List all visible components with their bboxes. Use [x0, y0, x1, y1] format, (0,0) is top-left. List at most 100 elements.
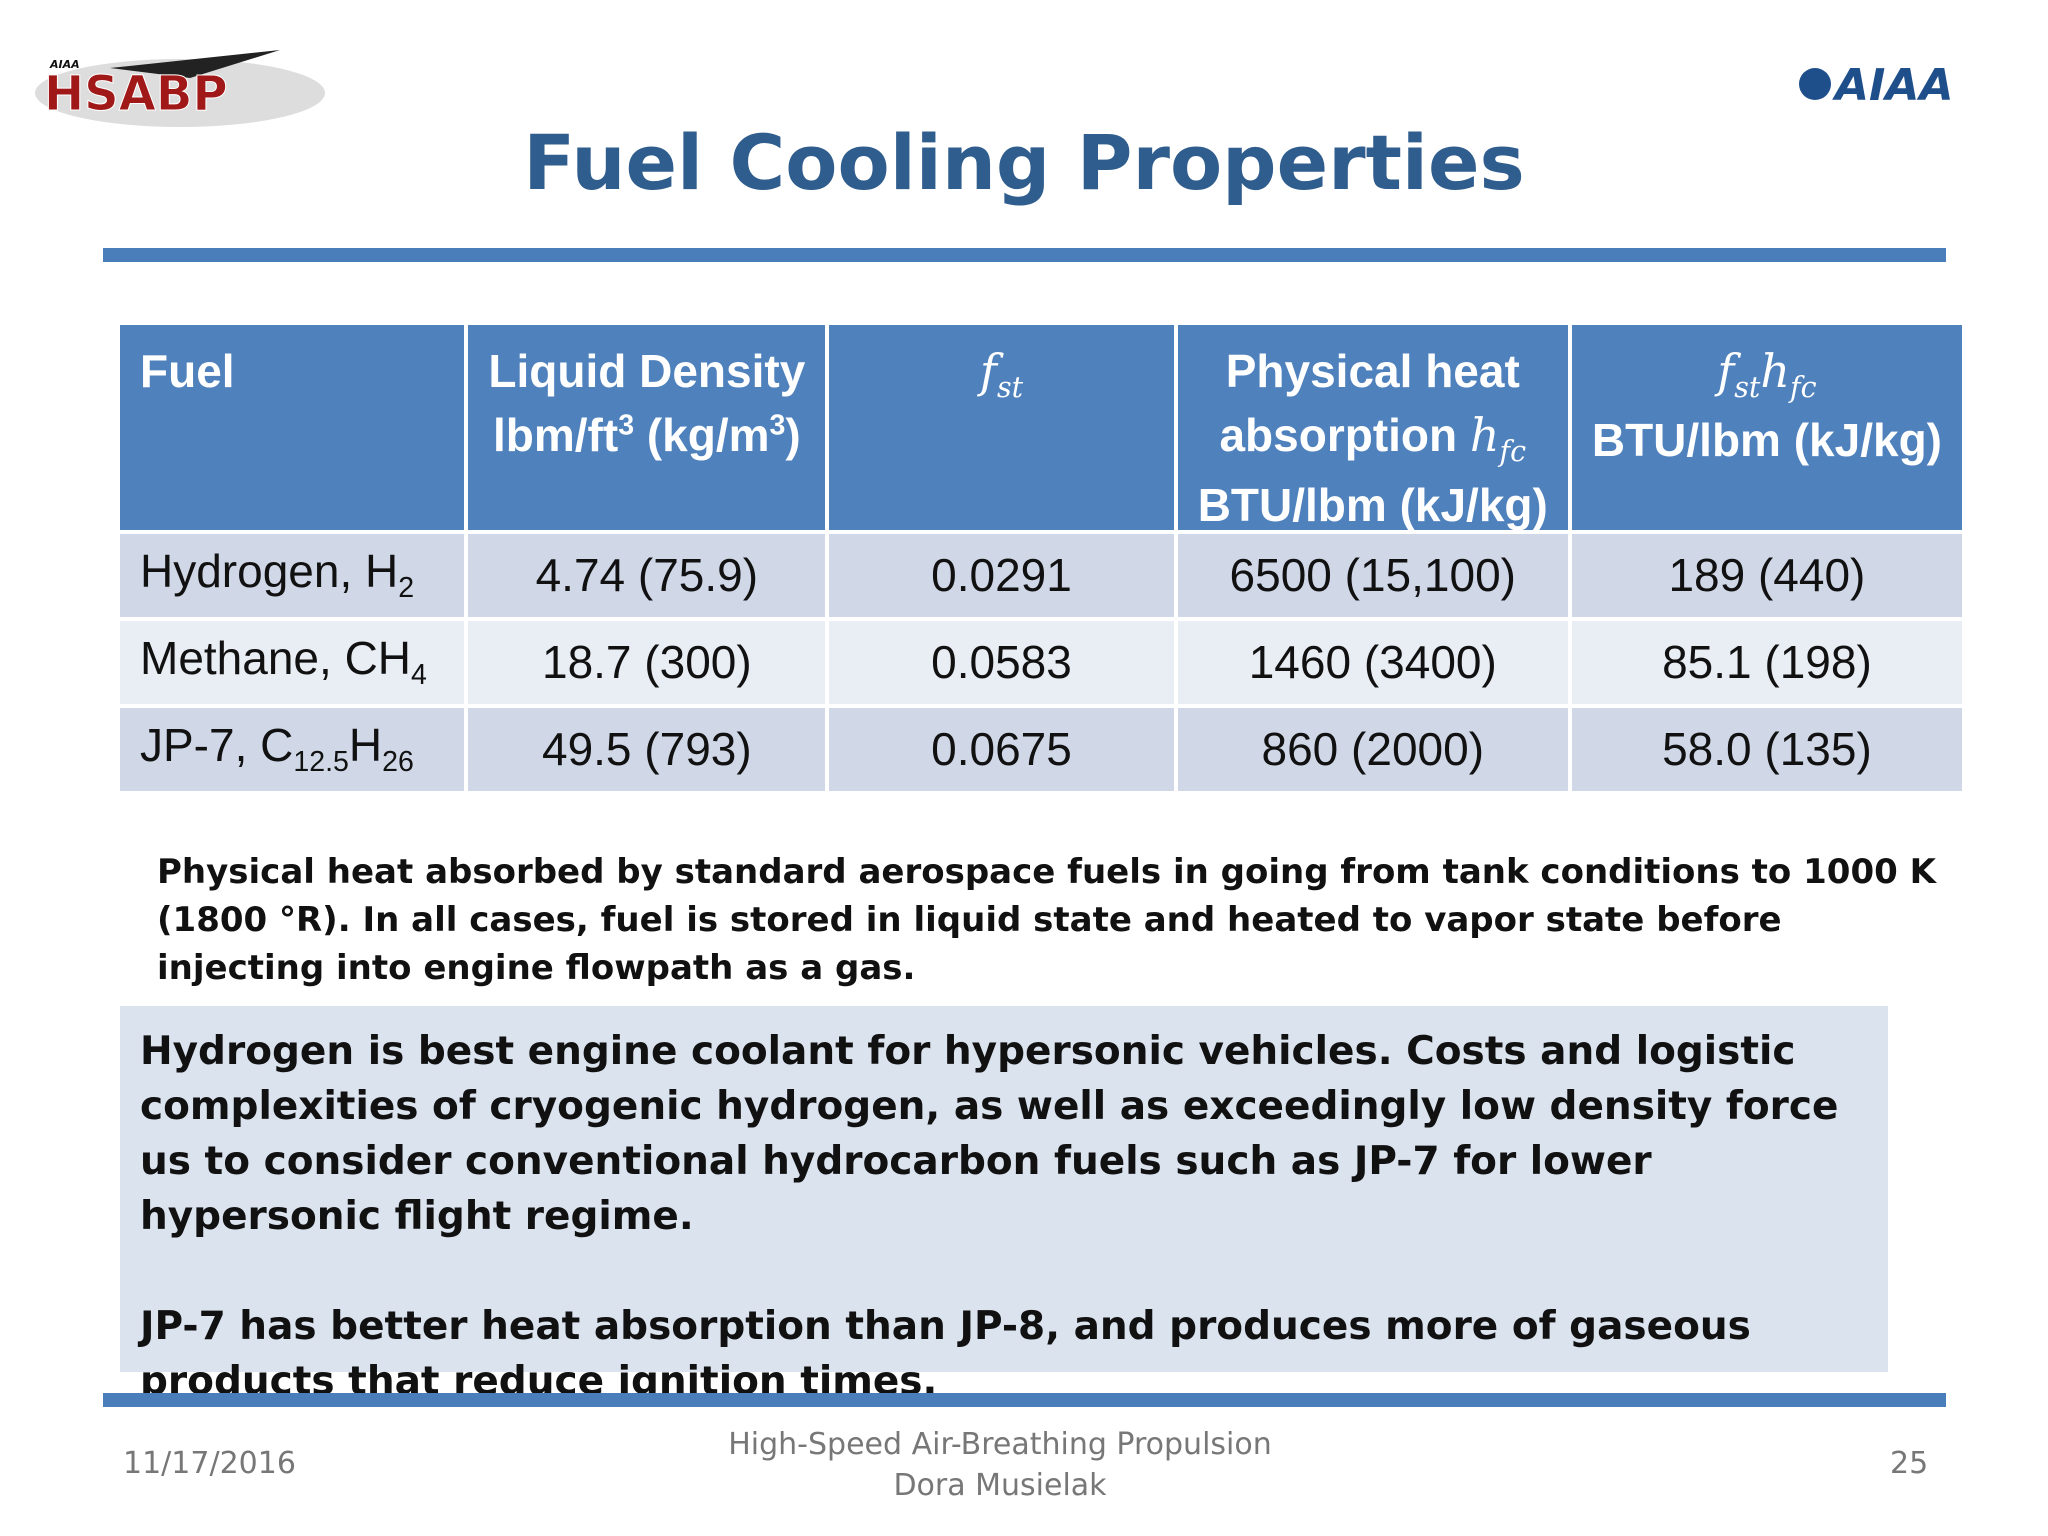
text-segment: f: [979, 344, 997, 398]
cell-line: 49.5 (793): [488, 724, 805, 775]
top-rule: [103, 248, 1946, 262]
header-cell: Physical heat absorption hfc BTU/lbm (kJ/k…: [1177, 325, 1568, 531]
footer-line: Dora Musielak: [893, 1468, 1107, 1503]
footer-page: 25: [1890, 1446, 1929, 1481]
text-segment: 0.0291: [931, 549, 1072, 602]
logo-text: AIAA: [1832, 60, 1954, 111]
hsabp-logo: AIAA HSABP: [35, 50, 325, 127]
cell-line: Methane, CH4: [140, 633, 444, 692]
header-line: BTU/lbm (kJ/kg): [1592, 408, 1942, 472]
logo-circle: [1799, 68, 1831, 100]
note-paragraph: JP-7 has better heat absorption than JP-…: [140, 1304, 1751, 1404]
text-segment: 4: [411, 659, 427, 692]
logo-text: HSABP: [44, 66, 228, 122]
cell-line: 1460 (3400): [1198, 637, 1548, 688]
cell-line: Hydrogen, H2: [140, 546, 444, 605]
text-segment: f: [1717, 344, 1735, 398]
text-segment: 85.1 (198): [1662, 636, 1872, 689]
bottom-rule: [103, 1393, 1946, 1407]
cell-line: 58.0 (135): [1592, 724, 1942, 775]
text-segment: 0.0675: [931, 723, 1072, 776]
aiaa-logo: AIAA: [1799, 60, 1954, 111]
table-cell: 0.0583: [829, 621, 1174, 704]
logo-swoosh: [35, 59, 325, 127]
caption: Physical heat absorbed by standard aeros…: [157, 852, 1936, 988]
logo-plane: [110, 50, 280, 78]
table-cell: 0.0675: [829, 708, 1174, 791]
text-segment: 49.5 (793): [541, 723, 752, 776]
text-segment: 0.0583: [931, 636, 1072, 689]
cell-line: 85.1 (198): [1592, 637, 1942, 688]
text-segment: fc: [1790, 371, 1817, 405]
text-segment: 860 (2000): [1261, 723, 1485, 776]
header-line: Physical heat: [1198, 339, 1548, 403]
text-segment: H: [348, 719, 383, 772]
text-segment: ): [785, 409, 801, 462]
header-cell: Liquid Density lbm/ft3 (kg/m3): [468, 325, 826, 530]
text-segment: 1460 (3400): [1248, 636, 1497, 689]
header-line: absorption hfc: [1198, 403, 1548, 472]
header-line: Fuel: [140, 339, 444, 403]
table-cell: 0.0291: [829, 534, 1174, 617]
table-cell: Hydrogen, H2: [120, 534, 465, 617]
cell-line: 0.0583: [849, 637, 1153, 688]
text-segment: 3: [769, 410, 786, 443]
header-line: lbm/ft3 (kg/m3): [488, 403, 805, 467]
table-cell: 85.1 (198): [1571, 621, 1962, 704]
cell-line: 4.74 (75.9): [488, 550, 805, 601]
table-cell: 18.7 (300): [468, 621, 826, 704]
footer-line: High-Speed Air-Breathing Propulsion: [728, 1427, 1272, 1462]
header-line: BTU/lbm (kJ/kg): [1198, 473, 1548, 537]
cell-line: 0.0675: [849, 724, 1153, 775]
table-cell: 1460 (3400): [1177, 621, 1568, 704]
text-segment: Methane, CH: [140, 632, 412, 685]
text-segment: Physical heat: [1225, 345, 1520, 397]
table: Fuel Liquid Density lbm/ft3 (kg/m3) fst Phys…: [120, 325, 1962, 791]
text-segment: JP-7, C: [140, 719, 294, 772]
text-segment: 2: [398, 572, 415, 605]
text-segment: 26: [382, 746, 414, 779]
text-segment: 12.5: [293, 746, 349, 779]
header-cell: fst: [829, 325, 1174, 530]
text-segment: fc: [1499, 435, 1527, 469]
cell-line: 6500 (15,100): [1198, 550, 1548, 601]
text-segment: Hydrogen, H: [140, 545, 399, 598]
cell-line: JP-7, C12.5H26: [140, 720, 444, 779]
table-cell: 49.5 (793): [468, 708, 826, 791]
text-segment: BTU/lbm (kJ/kg): [1591, 414, 1942, 467]
text-segment: Liquid Density: [488, 345, 806, 397]
text-segment: 189 (440): [1668, 549, 1866, 602]
text-segment: Fuel: [140, 345, 235, 397]
title: Fuel Cooling Properties: [523, 118, 1525, 207]
cell-line: 18.7 (300): [488, 637, 805, 688]
table-cell: 6500 (15,100): [1177, 534, 1568, 617]
footer-center: High-Speed Air-Breathing Propulsion Dora …: [0, 1424, 2000, 1506]
header-line: Liquid Density: [488, 339, 805, 403]
text-segment: st: [996, 371, 1024, 405]
note-paragraph: Hydrogen is best engine coolant for hype…: [140, 1029, 1839, 1239]
text-segment: 3: [618, 410, 635, 443]
table-cell: 58.0 (135): [1571, 708, 1962, 791]
logo-small: AIAA: [49, 58, 80, 71]
text-segment: BTU/lbm (kJ/kg): [1197, 478, 1548, 531]
cell-line: 0.0291: [849, 550, 1153, 601]
header-cell: Fuel: [120, 325, 465, 530]
text-segment: lbm/ft: [492, 409, 619, 462]
table-cell: 860 (2000): [1177, 708, 1568, 791]
table-cell: JP-7, C12.5H26: [120, 708, 465, 791]
header-line: fst: [849, 339, 1153, 408]
text-segment: st: [1734, 371, 1761, 405]
text-segment: h: [1760, 344, 1791, 398]
text-segment: 58.0 (135): [1662, 723, 1872, 776]
text-segment: absorption: [1219, 409, 1470, 462]
footer-date: 11/17/2016: [123, 1446, 296, 1481]
text-segment: (kg/m: [634, 409, 770, 462]
text-segment: 4.74 (75.9): [535, 549, 759, 602]
table-cell: 4.74 (75.9): [468, 534, 826, 617]
notes-box: Hydrogen is best engine coolant for hype…: [120, 1006, 1888, 1404]
table-cell: Methane, CH4: [120, 621, 465, 704]
table-cell: 189 (440): [1571, 534, 1962, 617]
text-segment: 18.7 (300): [541, 636, 752, 689]
cell-line: 860 (2000): [1198, 724, 1548, 775]
